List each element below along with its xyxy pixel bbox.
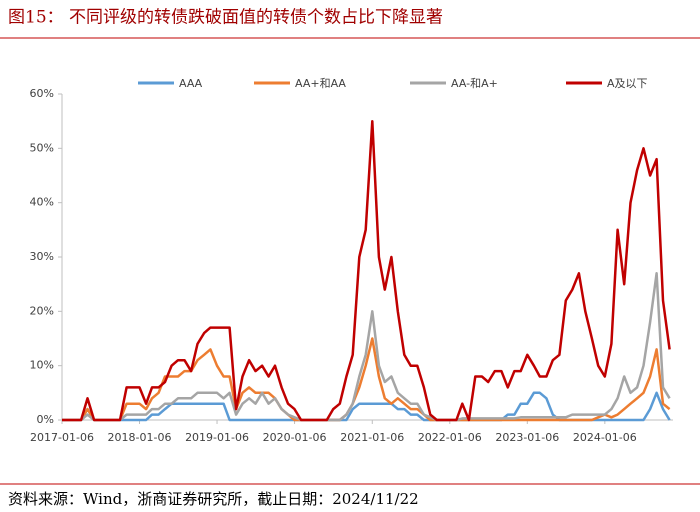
- y-tick-label: 50%: [30, 141, 54, 154]
- x-tick-label: 2019-01-06: [185, 431, 249, 444]
- y-tick-label: 10%: [30, 359, 54, 372]
- series-line: [62, 337, 671, 422]
- x-tick-label: 2024-01-06: [573, 431, 637, 444]
- y-tick-label: 40%: [30, 196, 54, 209]
- x-tick-label: 2022-01-06: [418, 431, 482, 444]
- source-note: 资料来源：Wind，浙商证券研究所，截止日期：2024/11/22: [8, 490, 419, 508]
- y-tick-label: 20%: [30, 304, 54, 317]
- x-tick-label: 2020-01-06: [263, 431, 327, 444]
- y-tick-label: 60%: [30, 87, 54, 100]
- x-tick-label: 2017-01-06: [30, 431, 94, 444]
- series-line: [62, 272, 671, 422]
- y-tick-label: 0%: [37, 413, 54, 426]
- series-line: [62, 119, 671, 422]
- x-tick-label: 2023-01-06: [495, 431, 559, 444]
- legend-label: A及以下: [607, 77, 648, 90]
- x-tick-label: 2018-01-06: [108, 431, 172, 444]
- x-tick-label: 2021-01-06: [340, 431, 404, 444]
- legend-label: AA+和AA: [295, 77, 346, 90]
- y-tick-label: 30%: [30, 250, 54, 263]
- legend-label: AA-和A+: [451, 77, 498, 90]
- legend-label: AAA: [179, 77, 203, 90]
- chart-title: 图15： 不同评级的转债跌破面值的转债个数占比下降显著: [8, 8, 443, 28]
